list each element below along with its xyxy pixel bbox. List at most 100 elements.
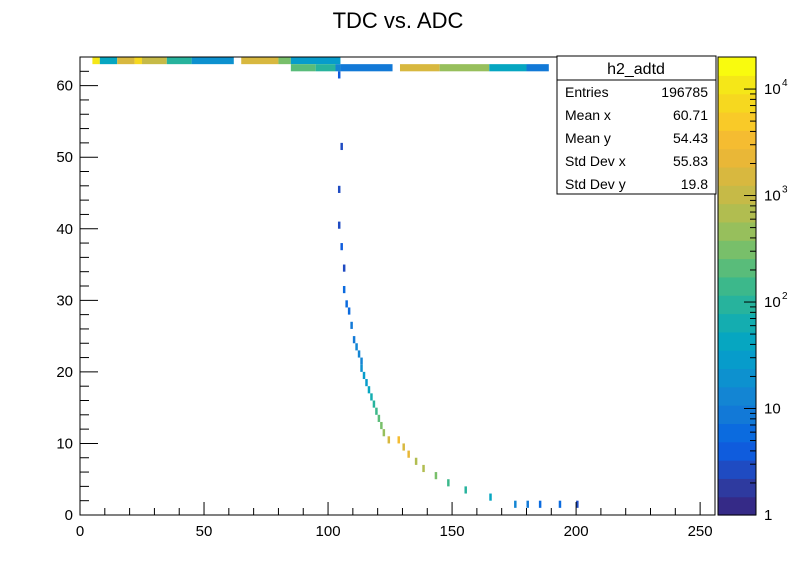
chart-title: TDC vs. ADC	[333, 8, 464, 33]
heatmap-cell	[464, 486, 467, 494]
heatmap-cell	[414, 457, 418, 465]
stats-row-value: 60.71	[673, 107, 708, 123]
x-tick-label: 200	[564, 523, 589, 540]
colorbar-swatch	[718, 276, 756, 296]
heatmap-segment	[315, 64, 336, 72]
heatmap-segment	[166, 57, 192, 65]
heatmap-cell	[342, 286, 346, 294]
heatmap-cell	[355, 343, 358, 351]
heatmap-segment	[278, 57, 291, 65]
x-tick-label: 100	[316, 523, 341, 540]
colorbar-swatch	[718, 166, 756, 186]
plot-area	[92, 57, 579, 508]
stats-row-label: Entries	[565, 84, 609, 100]
colorbar-label-exponent: 3	[782, 185, 788, 196]
colorbar-swatch	[718, 405, 756, 424]
heatmap-cell	[407, 450, 410, 458]
heatmap-segment	[290, 64, 316, 72]
stats-row-label: Std Dev y	[565, 176, 626, 192]
heatmap-cell	[340, 142, 343, 151]
colorbar-swatch	[718, 331, 756, 351]
heatmap-segment	[439, 64, 490, 72]
stats-row-value: 55.83	[673, 153, 708, 169]
heatmap-segment	[489, 64, 527, 72]
colorbar-swatch	[718, 148, 756, 168]
colorbar-swatch	[718, 368, 756, 388]
colorbar-swatch	[718, 130, 756, 150]
heatmap-cell	[365, 379, 368, 387]
heatmap-cell	[370, 393, 373, 401]
heatmap-cell	[367, 386, 371, 394]
x-tick-label: 0	[76, 523, 84, 540]
y-tick-label: 20	[56, 364, 73, 381]
x-axis: 0 50 100 150 200 250	[76, 502, 713, 540]
colorbar-label: 10	[764, 401, 781, 418]
stats-row-value: 19.8	[681, 176, 708, 192]
heatmap-cell	[558, 500, 562, 508]
heatmap-cell	[526, 500, 529, 508]
heatmap-cell	[362, 371, 366, 380]
colorbar-label-exponent: 4	[782, 78, 788, 89]
heatmap-cell	[397, 436, 400, 444]
heatmap-cell	[340, 243, 343, 251]
heatmap-cell	[387, 436, 391, 444]
stats-row-label: Mean x	[565, 107, 611, 123]
heatmap-cell	[337, 221, 341, 229]
stats-row-label: Mean y	[565, 130, 611, 146]
colorbar-swatch	[718, 240, 756, 260]
colorbar-swatch	[718, 441, 756, 461]
heatmap-cell	[514, 500, 517, 508]
heatmap-segment	[142, 57, 167, 65]
colorbar-label: 10	[764, 294, 781, 311]
colorbar-swatch	[718, 75, 756, 95]
heatmap-segment	[526, 64, 549, 72]
stats-rows: Entries 196785 Mean x 60.71 Mean y 54.43 Std D…	[565, 84, 708, 192]
heatmap-cell	[372, 400, 376, 408]
heatmap-cell	[347, 307, 351, 315]
colorbar-swatch	[718, 313, 756, 333]
heatmap-segment	[340, 64, 393, 72]
heatmap-cell	[402, 443, 405, 451]
heatmap-segment	[92, 57, 100, 65]
colorbar-swatch	[718, 111, 756, 131]
stats-row-value: 54.43	[673, 130, 708, 146]
stats-box: h2_adtd Entries 196785 Mean x 60.71 Mean y 54…	[556, 55, 717, 195]
heatmap-cell	[360, 364, 363, 372]
heatmap-cell	[382, 429, 386, 437]
colorbar-swatch	[718, 496, 756, 516]
colorbar-label: 1	[764, 507, 772, 524]
heatmap-segment	[241, 57, 279, 65]
colorbar-swatch	[718, 203, 756, 223]
colorbar-swatch	[718, 57, 756, 76]
colorbar-frame	[717, 56, 757, 516]
heatmap-segment	[134, 57, 143, 65]
heatmap-segment	[399, 64, 440, 72]
colorbar-swatch	[718, 185, 756, 205]
colorbar-swatch	[718, 386, 756, 406]
heatmap-cell	[538, 500, 542, 508]
heatmap-cell	[434, 472, 438, 480]
heatmap-cell	[380, 421, 383, 430]
heatmap-cell	[489, 493, 492, 501]
stats-row-value: 196785	[661, 84, 708, 100]
y-tick-label: 60	[56, 78, 73, 95]
colorbar-label: 10	[764, 188, 781, 205]
colorbar-label: 10	[764, 81, 781, 98]
heatmap-segment	[335, 64, 341, 72]
colorbar-swatch	[718, 221, 756, 241]
heatmap-cell	[357, 350, 361, 358]
colorbar-swatch	[718, 460, 756, 479]
heatmap-cell	[377, 414, 381, 422]
heatmap-segment	[99, 57, 118, 65]
x-tick-label: 250	[688, 523, 713, 540]
heatmap-cell	[375, 407, 378, 415]
y-tick-label: 50	[56, 149, 73, 166]
stats-box-frame	[556, 55, 717, 195]
y-tick-label: 40	[56, 221, 73, 238]
colorbar-swatch	[718, 478, 756, 498]
y-tick-label: 30	[56, 292, 73, 309]
heatmap-cell	[342, 264, 346, 272]
y-tick-label: 10	[56, 435, 73, 452]
